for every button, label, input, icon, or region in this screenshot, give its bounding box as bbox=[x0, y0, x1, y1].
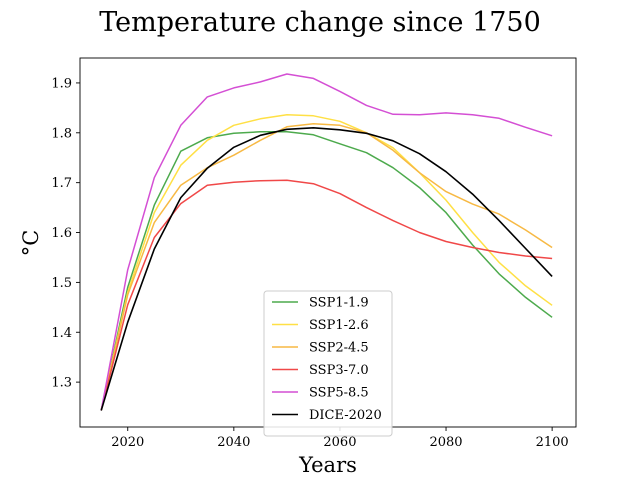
y-tick-label: 1.3 bbox=[51, 376, 72, 391]
y-tick-label: 1.8 bbox=[51, 126, 72, 141]
legend-label-ssp2-4-5: SSP2-4.5 bbox=[309, 341, 369, 356]
y-tick-label: 1.4 bbox=[51, 326, 72, 341]
y-tick-label: 1.6 bbox=[51, 226, 72, 241]
legend-label-ssp5-8-5: SSP5-8.5 bbox=[309, 386, 369, 401]
axes: 2020 2040 2060 2080 2100 1.3 1.4 1.5 1.6 1.7 1.8 1.… bbox=[51, 57, 577, 450]
x-tick-label: 2020 bbox=[111, 435, 144, 450]
x-tick-label: 2080 bbox=[429, 435, 462, 450]
x-tick-label: 2040 bbox=[217, 435, 250, 450]
y-tick-label: 1.7 bbox=[51, 176, 72, 191]
legend-label-ssp1-1-9: SSP1-1.9 bbox=[309, 296, 369, 311]
series-line-ssp3-7-0 bbox=[100, 179, 553, 411]
legend-label-dice-2020: DICE-2020 bbox=[309, 408, 382, 423]
series-line-ssp2-4-5 bbox=[100, 123, 553, 411]
plot-area bbox=[100, 73, 553, 411]
legend: SSP1-1.9 SSP1-2.6 SSP2-4.5 SSP3-7.0 SSP5-8.5… bbox=[263, 290, 393, 437]
chart-title: Temperature change since 1750 bbox=[99, 7, 541, 38]
series-line-ssp1-2-6 bbox=[100, 114, 553, 411]
legend-box bbox=[263, 290, 393, 437]
y-axis-label: °C bbox=[19, 230, 43, 257]
x-axis-label: Years bbox=[298, 453, 357, 477]
legend-label-ssp3-7-0: SSP3-7.0 bbox=[309, 363, 369, 378]
series-line-dice-2020 bbox=[100, 127, 553, 411]
y-tick-label: 1.5 bbox=[51, 276, 72, 291]
series-line-ssp1-1-9 bbox=[100, 131, 553, 411]
y-tick-label: 1.9 bbox=[51, 76, 72, 91]
x-tick-label: 2060 bbox=[323, 435, 356, 450]
x-tick-label: 2100 bbox=[536, 435, 569, 450]
series-line-ssp5-8-5 bbox=[100, 73, 553, 411]
legend-label-ssp1-2-6: SSP1-2.6 bbox=[309, 318, 369, 333]
